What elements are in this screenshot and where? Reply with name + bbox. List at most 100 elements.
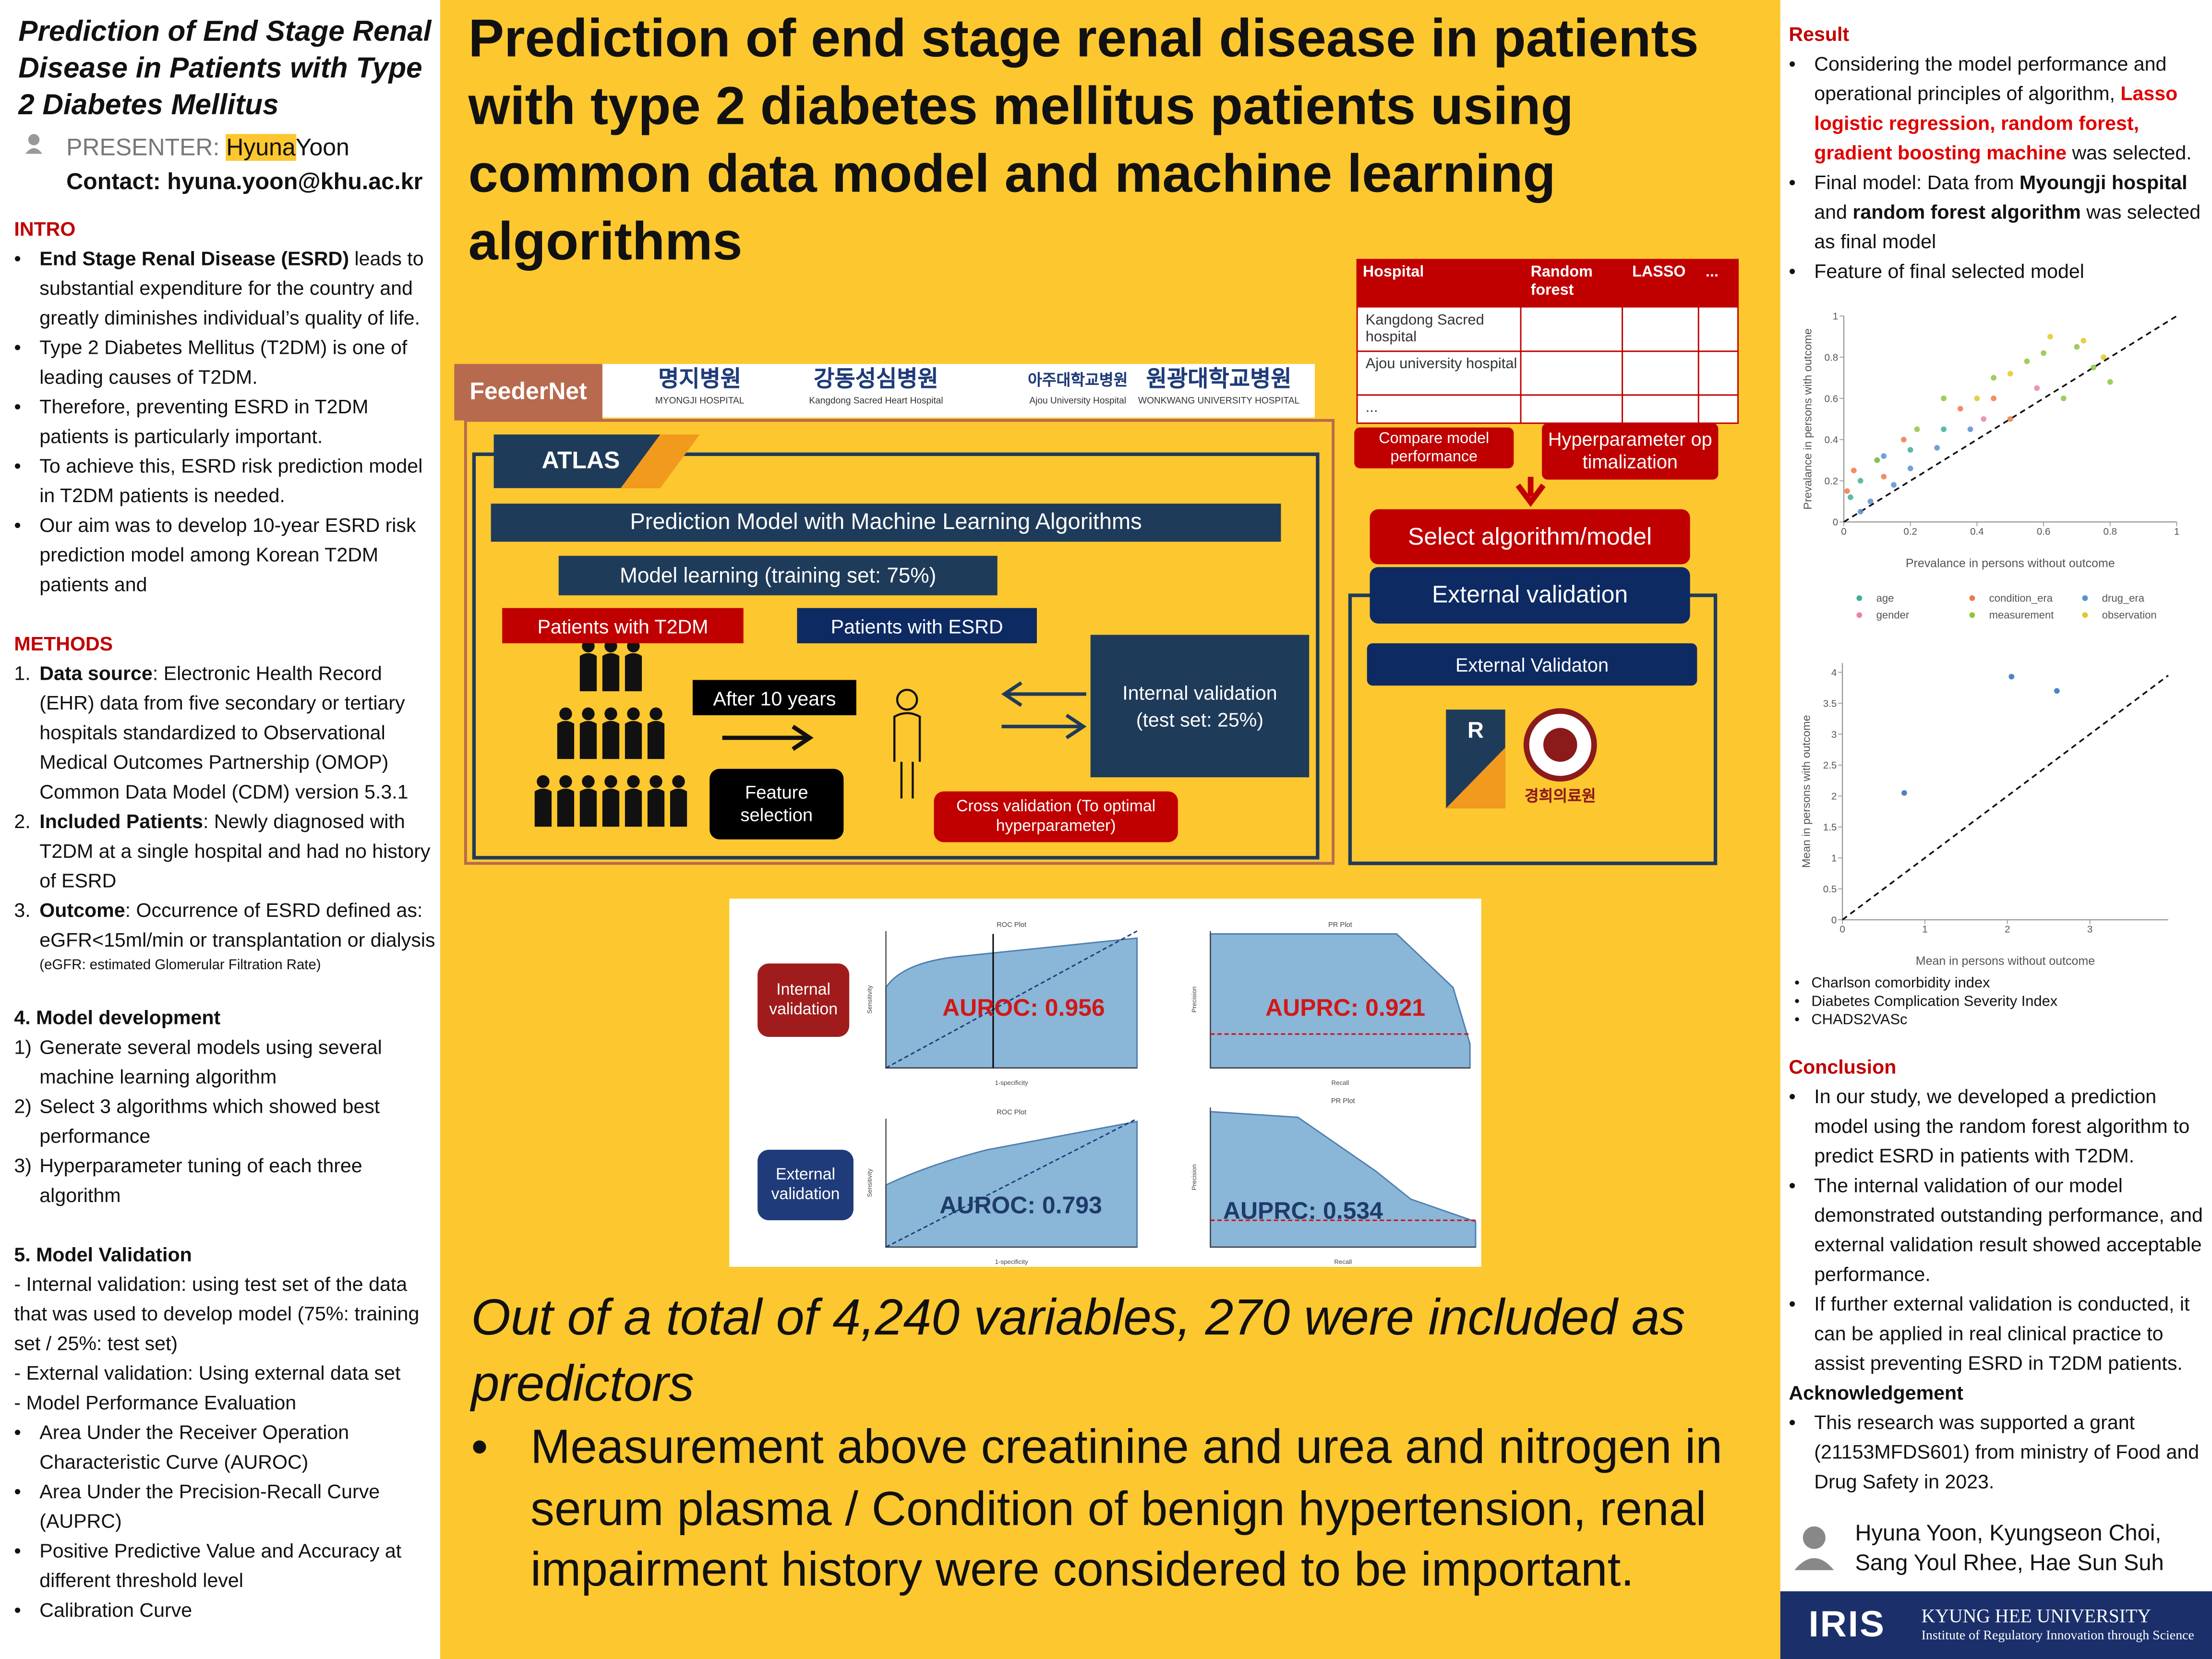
marker: 1) [14,1035,32,1058]
list-item: • CHADS2VASc [1794,1011,2203,1030]
list-item: • Charlson comorbidity index [1794,975,2203,993]
person-icon [582,707,595,721]
highlight-run: Lasso logistic regression, random forest… [1814,82,2178,164]
poster-title: Prediction of End Stage Renal Disease in… [18,15,432,121]
person-icon [602,653,620,692]
axis-label: Sensitivity [866,1168,873,1197]
data-point [1907,465,1913,471]
y-tick-label: 3 [1831,729,1837,740]
authors: Hyuna Yoon, Kyungseon Choi, Sang Youl Rh… [1855,1522,2164,1576]
person-icon [649,707,662,721]
legend-swatch [1969,595,1975,601]
feature-list: • Charlson comorbidity index • Diabetes Com… [1794,975,2203,1030]
legend-swatch [2082,595,2088,601]
item-text: To achieve this, ESRD risk prediction mo… [39,451,437,510]
data-point [2074,344,2080,350]
item-text: Therefore, preventing ESRD in T2DM patie… [39,392,437,451]
text-run: This research was supported a grant (211… [1814,1410,2200,1493]
list-item: • End Stage Renal Disease (ESRD) leads to… [14,244,437,333]
presenter: PRESENTER: HyunaYoon [66,132,349,164]
validation-tag: External validation [757,1150,854,1221]
item-text: Outcome: Occurrence of ESRD defined as: … [39,896,437,955]
curve-area [885,1120,1138,1248]
item-text: Generate several models using several ma… [39,1033,437,1092]
marker: • [1789,259,1796,282]
data-point [1901,790,1907,796]
data-point [1941,426,1947,433]
data-point [2091,364,2097,371]
y-tick-label: 1 [1833,311,1838,322]
person-icon [627,707,640,721]
reference-line [885,930,1138,1069]
y-axis-label: Prevalance in persons with outcome [1801,328,1814,510]
list-item: • Area Under the Precision-Recall Curve (… [14,1477,437,1536]
legend-label: observation [2102,609,2157,621]
list-item: • Type 2 Diabetes Mellitus (T2DM) is one … [14,333,437,392]
marker: • [1789,1292,1796,1315]
marker: • [14,1598,21,1621]
list-item: • Our aim was to develop 10-year ESRD ris… [14,511,437,600]
y-tick-label: 1 [1831,853,1837,864]
text-run: If further external validation is conduc… [1814,1292,2190,1374]
marker: • [1794,974,1800,992]
list-item: - Model Performance Evaluation [14,1388,437,1418]
text-run: and [1814,200,1853,223]
x-axis-label: Prevalance in persons without outcome [1906,556,2115,570]
data-point [2054,688,2060,694]
hospital-name: 아주대학교병원 [1028,372,1128,390]
x-tick-label: 2 [2005,924,2010,935]
text-run: - Model Performance Evaluation [14,1391,297,1414]
list-item: 2. Included Patients: Newly diagnosed wit… [14,807,437,896]
legend-swatch [1856,595,1863,601]
data-point [2047,334,2053,340]
list-item: • Area Under the Receiver Operation Chara… [14,1418,437,1477]
internal-box: Internal validation (test set: 25%) [1090,635,1310,778]
y-tick-label: 0.2 [1825,476,1839,487]
list-item: • The internal validation of our model de… [1789,1171,2212,1289]
person-icon [534,788,552,827]
text-run: In our study, we developed a prediction … [1814,1084,2190,1167]
axis-label: Precision [1190,986,1198,1012]
item-text: CHADS2VASc [1811,1011,1907,1030]
axis-label: Precision [1190,1164,1198,1190]
section-heading: INTRO [14,217,76,240]
text-run: Feature of final selected model [1814,259,2084,282]
text-run: Considering the model performance and op… [1814,52,2167,105]
table-cell: Ajou university hospital [1365,355,1517,373]
item-text: If further external validation is conduc… [1814,1289,2212,1378]
person-icon [1794,1558,1834,1570]
compare-box: Compare model performance [1354,427,1514,469]
stage-bar: Prediction Model with Machine Learning A… [491,504,1281,542]
list-item: • Final model: Data from Myoungji hospita… [1789,168,2206,257]
text-run: Generate several models using several ma… [39,1035,382,1088]
findings-text: Measurement above creatinine and urea an… [530,1420,1722,1597]
marker: • [14,513,21,536]
marker: 1. [14,661,31,685]
hospital-name: Kangdong Sacred Heart Hospital [809,396,943,407]
section-heading: METHODS [14,632,113,655]
marker: • [1789,52,1796,75]
person-icon [559,707,572,721]
list-item: • Feature of final selected model [1789,257,2206,287]
arrow [1001,681,1086,707]
x-tick-label: 0.2 [1903,526,1917,537]
y-tick-label: 0 [1831,914,1837,926]
person-outline [896,688,918,711]
list-item: - External validation: Using external da… [14,1358,437,1388]
item-text: - Model Performance Evaluation [14,1388,296,1418]
external-bar: External Validaton [1367,643,1697,686]
data-point [2080,337,2087,344]
data-point [2007,416,2013,422]
list-item: 1) Generate several models using several … [14,1033,437,1092]
data-point [2107,379,2113,385]
data-point [1857,478,1863,484]
stage-bar: Model learning (training set: 75%) [558,555,998,596]
text-run: - External validation: Using external da… [14,1361,401,1384]
y-tick-label: 1.5 [1823,822,1837,833]
data-point [1851,468,1857,473]
hospital-name: 강동성심병원 [814,368,938,392]
y-tick-label: 0.4 [1825,434,1839,445]
left-column: INTRO • End Stage Renal Disease (ESRD) lea… [14,215,437,1625]
marker: • [14,454,21,477]
legend-swatch [1969,612,1975,618]
